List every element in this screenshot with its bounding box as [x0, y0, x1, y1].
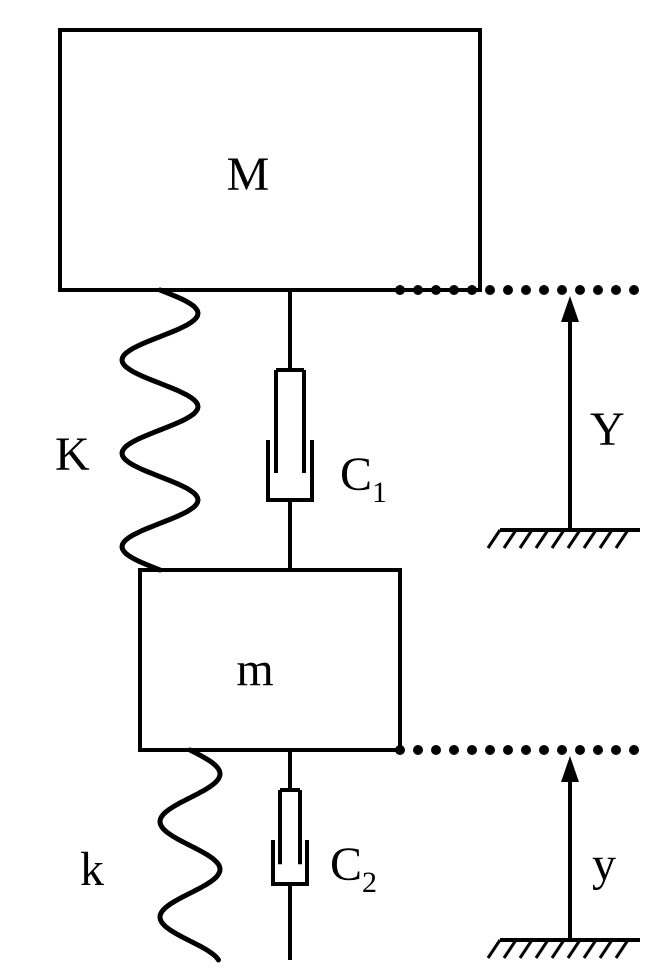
ref-y-label: y — [592, 838, 616, 891]
spring-k-label: k — [80, 843, 104, 896]
mass-M-label: M — [227, 148, 270, 201]
ref-Y-label: Y — [590, 403, 625, 456]
mass-m-label: m — [236, 643, 273, 696]
spring-K-label: K — [55, 428, 90, 481]
